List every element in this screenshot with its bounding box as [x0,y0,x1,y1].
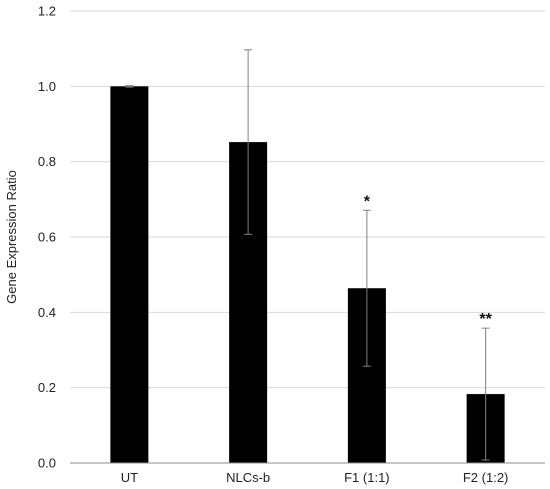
y-tick-labels: 0.0 0.2 0.4 0.6 0.8 1.0 1.2 [38,4,56,471]
y-tick-label: 1.0 [38,79,56,94]
y-axis-title: Gene Expression Ratio [4,170,19,304]
y-tick-label: 1.2 [38,4,56,19]
y-tick-label: 0.0 [38,456,56,471]
x-tick-labels: UT NLCs-b F1 (1:1) F2 (1:2) [121,470,509,485]
y-tick-label: 0.6 [38,230,56,245]
y-tick-label: 0.4 [38,305,56,320]
error-bars [125,49,490,461]
x-tick-label: UT [121,470,138,485]
x-tick-label: F1 (1:1) [344,470,390,485]
significance-marker: * [364,193,371,210]
x-tick-label: NLCs-b [226,470,270,485]
significance-annotations: *** [364,193,493,328]
significance-marker: ** [479,311,492,328]
bars [110,86,505,463]
y-tick-label: 0.2 [38,380,56,395]
gridlines [70,10,545,389]
y-tick-label: 0.8 [38,154,56,169]
x-tick-label: F2 (1:2) [463,470,509,485]
bar [110,86,149,463]
